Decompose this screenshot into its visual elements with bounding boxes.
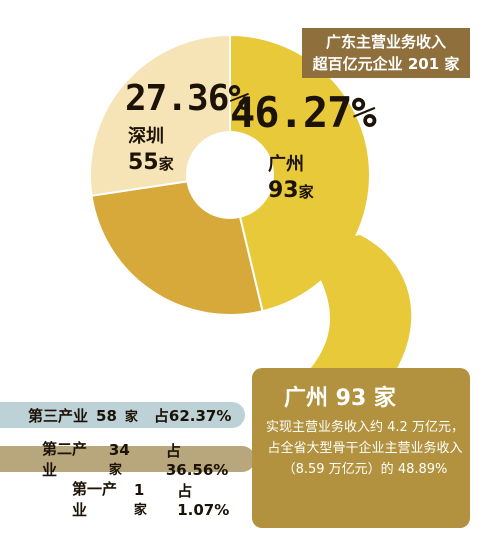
pie-hole <box>186 131 274 219</box>
industry-pct: 占62.37% <box>153 406 232 425</box>
industry-count: 34 家 <box>109 441 158 478</box>
industry-count-value: 34 <box>108 440 130 459</box>
guangzhou-name-label: 广州 <box>268 154 304 175</box>
guangzhou-unit: 家 <box>298 183 314 201</box>
industry-row-primary: 第一产业 1家 占 1.07% <box>0 480 250 519</box>
shenzhen-pct-label: 27.36% <box>125 78 250 119</box>
industry-row-tertiary: 第三产业 58 家 占62.37% <box>0 402 245 428</box>
industry-count: 58 家 <box>96 406 146 425</box>
guangzhou-callout-box <box>252 368 470 528</box>
guangzhou-callout-title: 广州 93 家 <box>284 386 396 411</box>
industry-pct: 占 1.07% <box>177 481 230 519</box>
shenzhen-name-label: 深圳 <box>128 126 164 147</box>
industry-unit: 家 <box>124 409 138 425</box>
industry-name: 第二产业 <box>42 440 88 479</box>
industry-count: 1家 <box>134 481 169 518</box>
guangzhou-count: 93 <box>268 178 299 203</box>
title-line-2: 超百亿元企业 201 家 <box>312 55 460 73</box>
industry-unit: 家 <box>108 462 122 478</box>
shenzhen-unit: 家 <box>158 155 174 173</box>
industry-unit: 家 <box>133 502 147 518</box>
title-line-1: 广东主营业务收入 <box>325 33 446 51</box>
shenzhen-count-label: 55家 <box>128 150 174 175</box>
guangzhou-callout-desc: 实现主营业务收入约 4.2 万亿元，占全省大型骨干企业主营业务收入（8.59 万… <box>266 420 464 477</box>
chart-title: 广东主营业务收入 超百亿元企业 201 家 <box>302 28 470 78</box>
guangzhou-count-label: 93家 <box>268 178 314 203</box>
guangzhou-pct-label: 46.27% <box>230 88 377 137</box>
industry-name: 第一产业 <box>72 480 118 519</box>
industry-pct: 占 36.56% <box>165 441 229 479</box>
industry-count-value: 58 <box>96 406 117 425</box>
industry-row-secondary: 第二产业 34 家 占 36.56% <box>0 440 255 479</box>
industry-count-value: 1 <box>133 480 145 499</box>
industry-name: 第三产业 <box>28 406 89 425</box>
shenzhen-count: 55 <box>128 150 159 175</box>
guangzhou-callout-pointer <box>300 235 412 380</box>
